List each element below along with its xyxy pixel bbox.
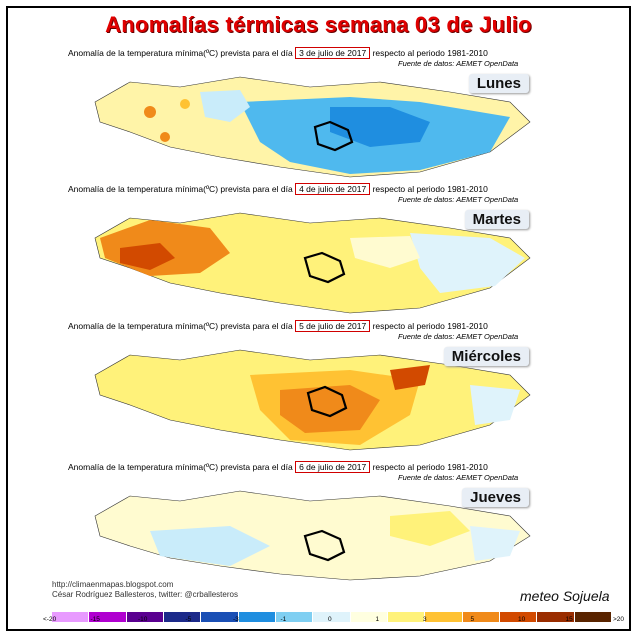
date-highlight: 6 de julio de 2017: [295, 461, 371, 473]
legend-swatch: [313, 612, 351, 622]
legend-swatch: [425, 612, 463, 622]
panel-wednesday: Anomalía de la temperatura mínima(ºC) pr…: [8, 320, 629, 462]
legend-tick-label: 1: [375, 616, 380, 623]
caption-text: Anomalía de la temperatura mínima(ºC) pr…: [68, 184, 293, 194]
legend-tick-label: 5: [470, 616, 475, 623]
panel-tuesday: Anomalía de la temperatura mínima(ºC) pr…: [8, 183, 629, 325]
page-title: Anomalías térmicas semana 03 de Julio: [105, 12, 532, 37]
legend-tick-label: 10: [518, 616, 526, 623]
legend-swatch: [163, 612, 202, 622]
data-source: Fuente de datos: AEMET OpenData: [398, 473, 519, 482]
panel-monday: Anomalía de la temperatura mínima(ºC) pr…: [8, 47, 629, 189]
caption-period: respecto al periodo 1981-2010: [372, 48, 488, 58]
legend-tick-label: 0: [328, 616, 332, 623]
caption-period: respecto al periodo 1981-2010: [372, 321, 488, 331]
caption-text: Anomalía de la temperatura mínima(ºC) pr…: [68, 321, 293, 331]
legend-swatch: [275, 612, 314, 622]
infographic-frame: Anomalías térmicas semana 03 de Julio An…: [6, 6, 631, 631]
legend-tick-label: <-20: [43, 616, 57, 623]
legend-swatch: [238, 612, 276, 622]
legend-tick-label: -15: [90, 616, 100, 623]
legend-swatch: [52, 612, 90, 622]
legend-ticks: <-20 -15 -10 -5 -3 -1 0 1 3 5 10 15 >20: [38, 616, 628, 626]
weekday-label: Lunes: [468, 74, 529, 93]
date-highlight: 4 de julio de 2017: [295, 183, 371, 195]
date-highlight: 5 de julio de 2017: [295, 320, 371, 332]
legend-swatch: [350, 612, 388, 622]
data-source: Fuente de datos: AEMET OpenData: [398, 195, 519, 204]
author-credit: César Rodríguez Ballesteros, twitter: @c…: [52, 590, 238, 599]
map-caption: Anomalía de la temperatura mínima(ºC) pr…: [68, 461, 488, 473]
anomaly-map-wednesday: [94, 349, 531, 451]
data-source: Fuente de datos: AEMET OpenData: [398, 332, 519, 341]
legend-swatch: [462, 612, 500, 622]
logo: meteo Sojuela: [520, 588, 610, 604]
legend-swatch: [537, 612, 575, 622]
legend-tick-label: -3: [233, 616, 239, 623]
legend-tick-label: -5: [185, 616, 192, 623]
legend-swatch: [499, 612, 538, 622]
legend-tick-label: >20: [613, 616, 625, 623]
legend-swatch: [126, 612, 164, 622]
anomaly-map-tuesday: [94, 212, 531, 314]
map-caption: Anomalía de la temperatura mínima(ºC) pr…: [68, 47, 488, 59]
legend-swatch: [387, 612, 426, 622]
legend-tick-label: -10: [138, 616, 148, 623]
logo-part1: meteo: [520, 588, 559, 604]
date-highlight: 3 de julio de 2017: [295, 47, 371, 59]
color-legend: [52, 612, 612, 622]
legend-swatch: [89, 612, 127, 622]
credits: http://climaenmapas.blogspot.com César R…: [52, 580, 238, 600]
weekday-label: Jueves: [462, 488, 529, 507]
legend-swatch: [574, 612, 612, 622]
legend-swatch: [201, 612, 239, 622]
weekday-label: Martes: [464, 210, 529, 229]
map-caption: Anomalía de la temperatura mínima(ºC) pr…: [68, 183, 488, 195]
caption-text: Anomalía de la temperatura mínima(ºC) pr…: [68, 462, 293, 472]
caption-text: Anomalía de la temperatura mínima(ºC) pr…: [68, 48, 293, 58]
map-caption: Anomalía de la temperatura mínima(ºC) pr…: [68, 320, 488, 332]
anomaly-map-monday: [94, 76, 531, 178]
caption-period: respecto al periodo 1981-2010: [372, 462, 488, 472]
legend-tick-label: -1: [280, 616, 287, 623]
blog-url: http://climaenmapas.blogspot.com: [52, 580, 174, 589]
weekday-label: Miércoles: [443, 347, 529, 366]
panel-thursday: Anomalía de la temperatura mínima(ºC) pr…: [8, 461, 629, 603]
anomaly-map-thursday: [94, 490, 531, 581]
data-source: Fuente de datos: AEMET OpenData: [398, 59, 519, 68]
legend-tick-label: 3: [423, 616, 427, 623]
caption-period: respecto al periodo 1981-2010: [372, 184, 488, 194]
legend-tick-label: 15: [565, 616, 573, 623]
logo-part2: Sojuela: [562, 588, 610, 604]
